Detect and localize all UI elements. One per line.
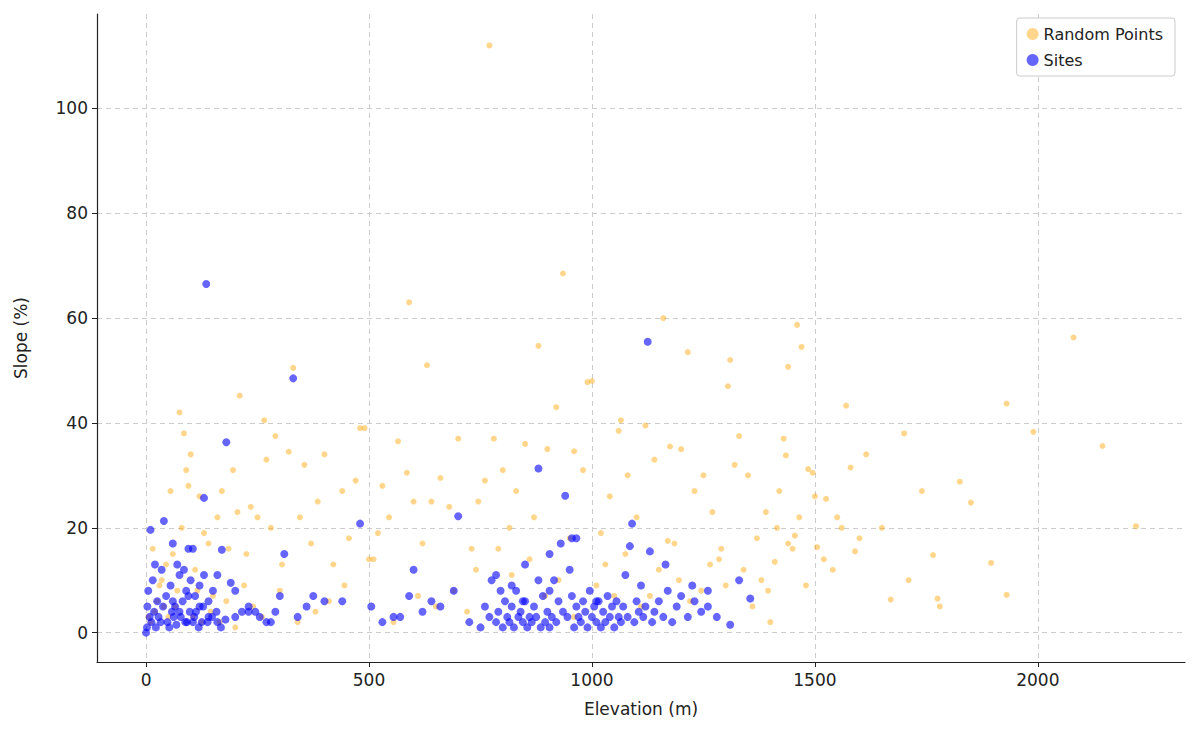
svg-text:0: 0 <box>141 670 152 690</box>
svg-text:80: 80 <box>66 203 88 223</box>
svg-text:Elevation (m): Elevation (m) <box>584 699 698 719</box>
svg-text:2000: 2000 <box>1016 670 1059 690</box>
svg-text:Random Points: Random Points <box>1044 25 1163 44</box>
svg-text:40: 40 <box>66 413 88 433</box>
svg-text:Slope (%): Slope (%) <box>11 297 31 379</box>
svg-text:0: 0 <box>77 623 88 643</box>
svg-text:Sites: Sites <box>1044 51 1083 70</box>
svg-text:500: 500 <box>353 670 385 690</box>
svg-text:60: 60 <box>66 308 88 328</box>
svg-text:20: 20 <box>66 518 88 538</box>
svg-text:1500: 1500 <box>793 670 836 690</box>
svg-text:1000: 1000 <box>570 670 613 690</box>
svg-text:100: 100 <box>56 98 88 118</box>
